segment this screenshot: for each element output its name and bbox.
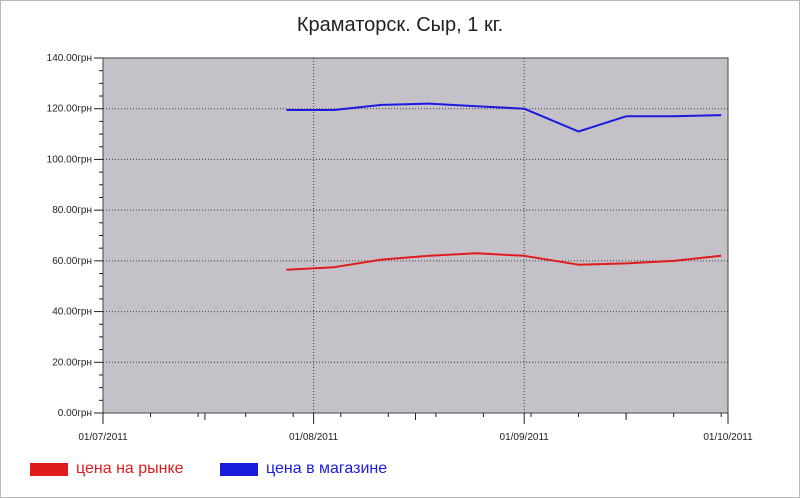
x-tick-label: 01/10/2011 [703, 432, 753, 443]
x-tick-label: 01/08/2011 [289, 432, 339, 443]
chart-title: Краматорск. Сыр, 1 кг. [296, 14, 504, 36]
legend-label-market: цена на рынке [76, 460, 184, 477]
legend-label-store: цена в магазине [266, 460, 388, 477]
x-tick-label: 01/07/2011 [78, 432, 128, 443]
y-tick-label: 0.00грн [58, 408, 92, 419]
plot-area [102, 57, 729, 414]
x-tick-label: 01/09/2011 [500, 432, 550, 443]
y-tick-label: 100.00грн [47, 154, 92, 165]
legend-item-market: цена на рынке [30, 459, 184, 479]
series-line-0 [286, 252, 722, 271]
y-tick-label: 120.00грн [47, 104, 92, 115]
legend-swatch-market [30, 462, 68, 476]
y-tick-label: 140.00грн [47, 53, 92, 64]
legend-item-store: цена в магазине [220, 459, 387, 479]
series-line-1 [286, 102, 722, 133]
legend-swatch-store [220, 462, 258, 476]
y-tick-label: 60.00грн [52, 256, 92, 267]
y-tick-label: 80.00грн [52, 205, 92, 216]
y-tick-label: 20.00грн [52, 357, 92, 368]
y-tick-label: 40.00грн [52, 307, 92, 318]
